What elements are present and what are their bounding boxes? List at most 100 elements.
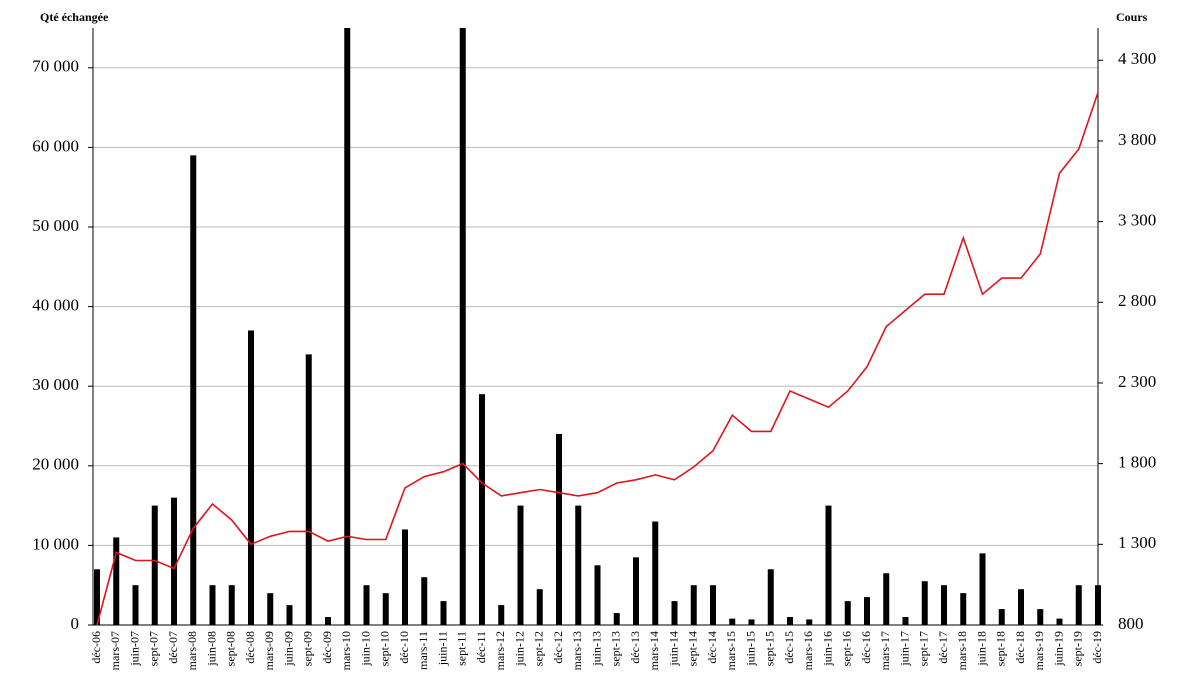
- bar: [1056, 618, 1063, 625]
- x-tick-label: déc-18: [1013, 631, 1027, 664]
- bar: [94, 569, 100, 625]
- bar: [171, 497, 177, 625]
- x-tick-label: mars-16: [801, 631, 815, 670]
- y2-tick-label: 1 300: [1118, 533, 1156, 552]
- x-tick-label: juin-17: [897, 631, 911, 667]
- y2-tick-label: 4 300: [1118, 49, 1156, 68]
- x-tick-label: juin-08: [204, 631, 218, 667]
- bar: [536, 589, 543, 625]
- bar: [228, 585, 235, 625]
- x-tick-label: mars-19: [1032, 631, 1046, 670]
- x-tick-label: déc-09: [320, 631, 334, 664]
- y2-tick-label: 2 300: [1118, 372, 1156, 391]
- x-tick-label: sept-13: [609, 631, 623, 666]
- y-tick-label: 60 000: [32, 136, 79, 155]
- y2-tick-label: 800: [1118, 614, 1144, 633]
- bar: [633, 557, 639, 625]
- x-tick-label: mars-14: [647, 631, 661, 670]
- x-tick-label: juin-07: [127, 631, 141, 667]
- y-tick-label: 50 000: [32, 216, 79, 235]
- x-tick-label: mars-11: [416, 631, 430, 670]
- bar: [652, 521, 659, 625]
- x-tick-label: sept-12: [532, 631, 546, 666]
- x-tick-label: mars-07: [108, 631, 122, 670]
- x-tick-label: déc-15: [782, 631, 796, 664]
- y2-tick-label: 1 800: [1118, 453, 1156, 472]
- bar: [113, 537, 120, 625]
- bar: [363, 585, 370, 625]
- x-tick-label: déc-08: [243, 631, 257, 664]
- x-tick-label: déc-12: [551, 631, 565, 664]
- x-tick-label: juin-14: [666, 631, 680, 667]
- bar: [459, 28, 466, 625]
- bar: [767, 569, 774, 625]
- x-tick-label: sept-11: [455, 631, 469, 666]
- x-tick-label: sept-16: [840, 631, 854, 666]
- x-tick-label: déc-17: [936, 631, 950, 664]
- x-tick-label: déc-14: [705, 631, 719, 664]
- x-tick-label: mars-15: [724, 631, 738, 670]
- bar: [864, 597, 870, 625]
- x-tick-label: sept-15: [763, 631, 777, 666]
- bar: [325, 617, 331, 625]
- bar: [575, 505, 582, 625]
- bar: [902, 617, 909, 625]
- x-tick-label: juin-16: [820, 631, 834, 667]
- x-tick-label: sept-14: [686, 631, 700, 666]
- bar: [613, 613, 620, 625]
- bar: [209, 585, 216, 625]
- bar: [344, 28, 351, 625]
- y-tick-label: 70 000: [32, 57, 79, 76]
- x-tick-label: déc-11: [474, 631, 488, 663]
- bar: [710, 585, 716, 625]
- x-tick-label: déc-16: [859, 631, 873, 664]
- bar: [960, 593, 967, 625]
- x-tick-label: juin-15: [743, 631, 757, 667]
- bar: [825, 505, 832, 625]
- bar: [402, 529, 408, 625]
- x-tick-label: sept-19: [1071, 631, 1085, 666]
- x-tick-label: déc-19: [1090, 631, 1104, 664]
- y-tick-label: 30 000: [32, 375, 79, 394]
- bar: [883, 573, 890, 625]
- bar: [921, 581, 928, 625]
- bar: [729, 618, 736, 625]
- x-tick-label: juin-12: [512, 631, 526, 667]
- x-tick-label: mars-13: [570, 631, 584, 670]
- bar: [690, 585, 697, 625]
- x-tick-label: déc-10: [397, 631, 411, 664]
- x-tick-label: juin-09: [281, 631, 295, 667]
- y2-axis-title: Cours: [1116, 10, 1148, 24]
- x-tick-label: sept-18: [994, 631, 1008, 666]
- x-tick-label: juin-11: [435, 631, 449, 666]
- bar: [440, 601, 447, 625]
- x-tick-label: sept-10: [378, 631, 392, 666]
- x-tick-label: juin-18: [974, 631, 988, 667]
- x-tick-label: juin-13: [589, 631, 603, 667]
- x-tick-label: déc-07: [166, 631, 180, 664]
- x-tick-label: sept-09: [301, 631, 315, 666]
- bar: [517, 505, 524, 625]
- bar: [1095, 585, 1101, 625]
- x-tick-label: mars-09: [262, 631, 276, 670]
- bar: [1018, 589, 1024, 625]
- bar: [498, 605, 505, 625]
- y2-tick-label: 3 300: [1118, 211, 1156, 230]
- bar: [594, 565, 601, 625]
- bar: [151, 505, 158, 625]
- bar: [1075, 585, 1082, 625]
- bar: [844, 601, 851, 625]
- x-tick-label: mars-08: [185, 631, 199, 670]
- x-tick-label: mars-10: [339, 631, 353, 670]
- x-tick-label: juin-19: [1051, 631, 1065, 667]
- x-tick-label: déc-13: [628, 631, 642, 664]
- y-tick-label: 20 000: [32, 455, 79, 474]
- y-axis-title: Qté échangée: [40, 10, 109, 24]
- y2-tick-label: 3 800: [1118, 130, 1156, 149]
- bar: [132, 585, 139, 625]
- bar: [787, 617, 793, 625]
- x-tick-label: sept-17: [917, 631, 931, 666]
- bar: [748, 619, 755, 625]
- x-tick-label: juin-10: [358, 631, 372, 667]
